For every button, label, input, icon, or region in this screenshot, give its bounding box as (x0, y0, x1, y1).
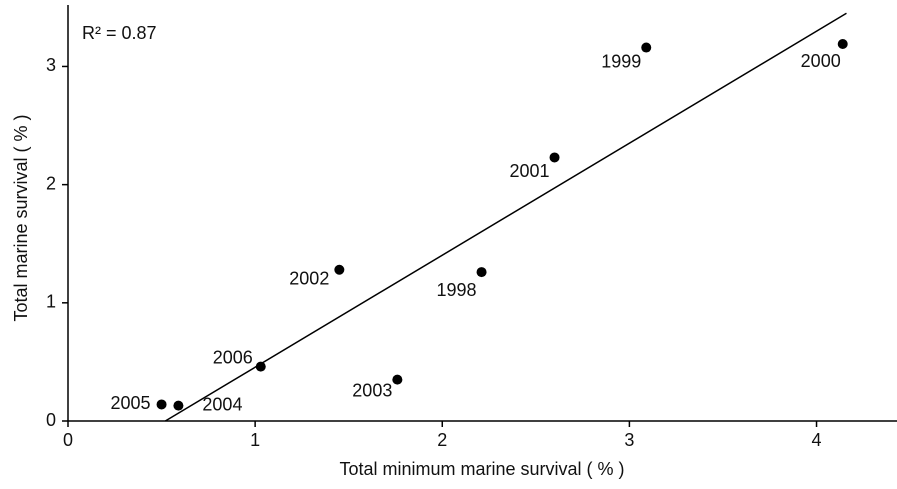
y-tick-label: 2 (46, 173, 56, 193)
x-tick-label: 1 (250, 430, 260, 450)
y-tick-label: 0 (46, 410, 56, 430)
point (255, 361, 266, 372)
fit-line (164, 12, 847, 422)
point (173, 400, 184, 411)
point-label: 2004 (202, 394, 242, 414)
point (334, 264, 345, 275)
y-tick-label: 3 (46, 55, 56, 75)
r-squared: R² = 0.87 (82, 23, 157, 43)
point (392, 374, 403, 385)
point-label: 2002 (289, 268, 329, 288)
point (549, 152, 560, 163)
point (837, 39, 848, 49)
point (476, 267, 487, 278)
point-label: 1999 (601, 51, 641, 71)
point (156, 399, 167, 410)
point-label: 1998 (437, 280, 477, 300)
point-label: 2000 (801, 51, 841, 71)
point-label: 2005 (111, 393, 151, 413)
point-label: 2003 (352, 380, 392, 400)
y-tick-label: 1 (46, 292, 56, 312)
x-tick-label: 0 (63, 430, 73, 450)
y-axis-title: Total marine survival ( % ) (11, 114, 31, 321)
point (641, 42, 652, 53)
x-tick-label: 2 (437, 430, 447, 450)
x-tick-label: 3 (624, 430, 634, 450)
x-tick-label: 4 (812, 430, 822, 450)
x-axis-title: Total minimum marine survival ( % ) (339, 459, 624, 479)
point-label: 2006 (213, 347, 253, 367)
point-label: 2001 (509, 161, 549, 181)
